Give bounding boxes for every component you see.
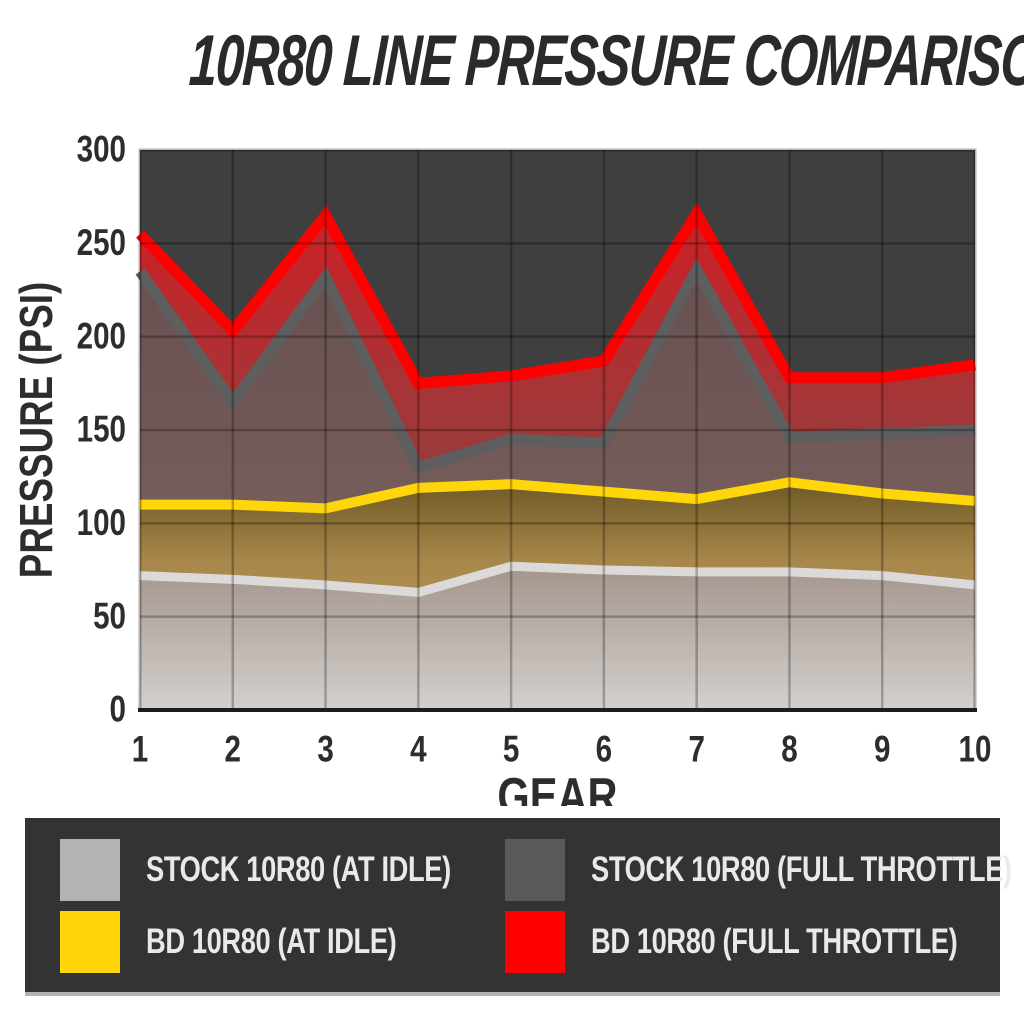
x-tick-label: 10 [959, 730, 992, 771]
y-tick-label: 50 [93, 596, 126, 637]
chart-title: 10R80 LINE PRESSURE COMPARISON [0, 20, 1024, 102]
x-tick-label: 2 [225, 730, 241, 771]
chart-title-text: 10R80 LINE PRESSURE COMPARISON [187, 21, 1024, 101]
legend-swatch-stock-idle [60, 839, 120, 901]
area-3 [140, 566, 975, 710]
x-tick-label: 5 [503, 730, 519, 771]
legend: STOCK 10R80 (AT IDLE) STOCK 10R80 (FULL … [25, 818, 1012, 992]
legend-item-stock-full-throttle: STOCK 10R80 (FULL THROTTLE) [505, 838, 1012, 902]
x-tick-label: 9 [874, 730, 890, 771]
legend-label-bd-full-throttle: BD 10R80 (FULL THROTTLE) [591, 922, 958, 961]
legend-swatch-stock-full-throttle [505, 839, 565, 901]
line-0 [136, 202, 976, 390]
legend-swatch-bd-idle [60, 911, 120, 973]
x-tick-label: 7 [688, 730, 704, 771]
line-3 [139, 561, 976, 597]
y-tick-label: 200 [77, 316, 126, 357]
y-tick-label: 300 [77, 130, 126, 171]
legend-item-bd-idle: BD 10R80 (AT IDLE) [60, 910, 505, 974]
legend-item-stock-idle: STOCK 10R80 (AT IDLE) [60, 838, 505, 902]
legend-label-stock-idle: STOCK 10R80 (AT IDLE) [146, 850, 451, 889]
x-axis-title: GEAR [497, 767, 617, 806]
line-pressure-chart: 0 50 100 150 200 250 300 1 2 3 4 5 6 7 8 9 10 GEAR PRESSUR… [10, 130, 992, 806]
legend-label-bd-idle: BD 10R80 (AT IDLE) [146, 922, 397, 961]
legend-label-stock-full-throttle: STOCK 10R80 (FULL THROTTLE) [591, 850, 1012, 889]
y-tick-label: 150 [77, 410, 126, 451]
y-tick-label: 0 [110, 690, 126, 731]
y-tick-label: 250 [77, 223, 126, 264]
x-tick-label: 4 [410, 730, 427, 771]
line-1 [135, 257, 976, 474]
legend-item-bd-full-throttle: BD 10R80 (FULL THROTTLE) [505, 910, 990, 974]
line-2 [140, 477, 976, 514]
x-tick-label: 1 [132, 730, 148, 771]
legend-swatch-bd-full-throttle [505, 911, 565, 973]
y-axis-title: PRESSURE (PSI) [10, 282, 62, 578]
x-tick-label: 6 [596, 730, 612, 771]
y-tick-label: 100 [77, 503, 126, 544]
x-tick-label: 8 [781, 730, 797, 771]
x-tick-label: 3 [317, 730, 333, 771]
